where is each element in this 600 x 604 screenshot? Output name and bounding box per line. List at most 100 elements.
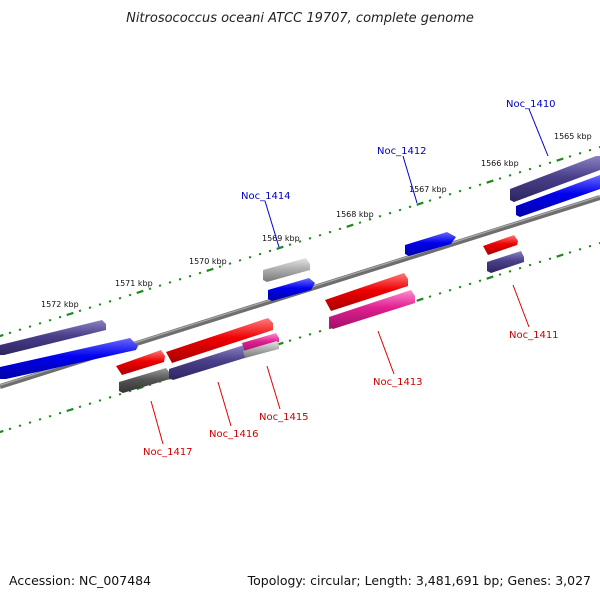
minor-tick — [498, 177, 502, 180]
minor-tick — [298, 240, 302, 243]
minor-tick — [58, 315, 62, 319]
major-tick — [136, 289, 144, 295]
minor-tick — [308, 333, 312, 336]
minor-tick — [598, 241, 600, 245]
minor-tick — [288, 243, 292, 246]
minor-tick — [318, 233, 322, 237]
minor-tick — [448, 288, 452, 292]
gene-feature[interactable] — [510, 156, 600, 202]
gene-feature[interactable] — [268, 278, 315, 301]
minor-tick — [578, 152, 582, 155]
minor-tick — [108, 396, 112, 399]
minor-tick — [128, 293, 132, 297]
ruler-label: 1565 kbp — [554, 132, 592, 141]
gene-feature[interactable] — [329, 290, 415, 329]
leader-line — [217, 381, 232, 427]
major-tick — [416, 201, 424, 206]
gene-feature[interactable] — [169, 345, 248, 380]
minor-tick — [178, 278, 182, 281]
major-tick — [206, 267, 214, 272]
leader-line — [528, 108, 549, 157]
major-tick — [556, 157, 564, 162]
gene-feature[interactable] — [166, 318, 273, 363]
minor-tick — [78, 405, 82, 409]
minor-tick — [588, 244, 592, 248]
minor-tick — [98, 399, 102, 402]
leader-line — [150, 400, 164, 445]
gene-feature[interactable] — [487, 251, 524, 273]
major-tick — [66, 407, 74, 413]
gene-feature[interactable] — [263, 258, 310, 282]
minor-tick — [408, 205, 412, 209]
minor-tick — [128, 389, 132, 393]
minor-tick — [518, 266, 522, 270]
minor-tick — [298, 336, 302, 339]
ruler-label: 1571 kbp — [115, 279, 153, 288]
minor-tick — [458, 189, 462, 193]
major-tick — [346, 223, 354, 228]
gene-feature[interactable] — [119, 368, 170, 393]
gene-label[interactable]: Noc_1416 — [209, 429, 259, 440]
gene-feature[interactable] — [243, 341, 279, 358]
minor-tick — [358, 221, 362, 224]
minor-tick — [48, 414, 52, 418]
minor-tick — [308, 237, 312, 240]
gene-label[interactable]: Noc_1415 — [259, 412, 309, 423]
ruler-labels: 1572 kbp 1571 kbp 1570 kbp 1569 kbp 1568… — [41, 132, 592, 309]
gene-feature[interactable] — [242, 333, 279, 352]
gene-label[interactable]: Noc_1412 — [377, 146, 427, 157]
gene-label[interactable]: Noc_1414 — [241, 191, 291, 202]
topology-text: Topology: circular; Length: 3,481,691 bp… — [247, 573, 591, 588]
gene-label[interactable]: Noc_1413 — [373, 377, 423, 388]
major-tick — [0, 333, 4, 338]
gene-feature[interactable] — [483, 235, 518, 255]
minor-tick — [28, 325, 32, 328]
ruler-label: 1567 kbp — [409, 185, 447, 194]
minor-tick — [88, 402, 92, 405]
gene-feature[interactable] — [516, 175, 600, 217]
minor-tick — [28, 421, 32, 424]
gene-feature[interactable] — [116, 350, 165, 375]
gene-label[interactable]: Noc_1417 — [143, 447, 193, 458]
minor-tick — [168, 281, 172, 284]
gene-feature[interactable] — [0, 320, 106, 355]
minor-tick — [338, 227, 342, 231]
ruler-label: 1569 kbp — [262, 234, 300, 243]
minor-tick — [218, 265, 222, 268]
major-tick — [276, 245, 284, 250]
gene-label[interactable]: Noc_1411 — [509, 330, 559, 341]
minor-tick — [158, 284, 162, 287]
leader-line — [264, 200, 280, 248]
minor-tick — [508, 174, 512, 177]
minor-tick — [518, 170, 522, 174]
minor-tick — [448, 192, 452, 196]
gene-features — [0, 156, 600, 393]
minor-tick — [598, 145, 600, 149]
gene-label[interactable]: Noc_1410 — [506, 99, 556, 110]
gene-feature[interactable] — [0, 338, 138, 379]
minor-tick — [478, 183, 482, 187]
minor-tick — [198, 271, 202, 275]
minor-tick — [528, 167, 532, 171]
major-tick — [0, 429, 4, 434]
accession-text: Accession: NC_007484 — [9, 573, 151, 588]
minor-tick — [188, 274, 192, 278]
minor-tick — [538, 164, 542, 168]
minor-tick — [118, 392, 122, 396]
minor-tick — [228, 262, 232, 265]
minor-tick — [468, 282, 472, 286]
minor-tick — [288, 339, 292, 342]
gene-feature[interactable] — [325, 273, 408, 311]
minor-tick — [438, 292, 442, 295]
gene-labels-top: Noc_1414 Noc_1412 Noc_1410 — [241, 99, 556, 248]
minor-tick — [428, 295, 432, 298]
gene-feature[interactable] — [405, 232, 456, 256]
minor-tick — [258, 252, 262, 256]
leader-line — [402, 155, 418, 204]
minor-tick — [238, 259, 242, 262]
ruler-label: 1570 kbp — [189, 257, 227, 266]
ruler-label: 1568 kbp — [336, 210, 374, 219]
minor-tick — [38, 322, 42, 325]
major-tick — [66, 311, 74, 317]
